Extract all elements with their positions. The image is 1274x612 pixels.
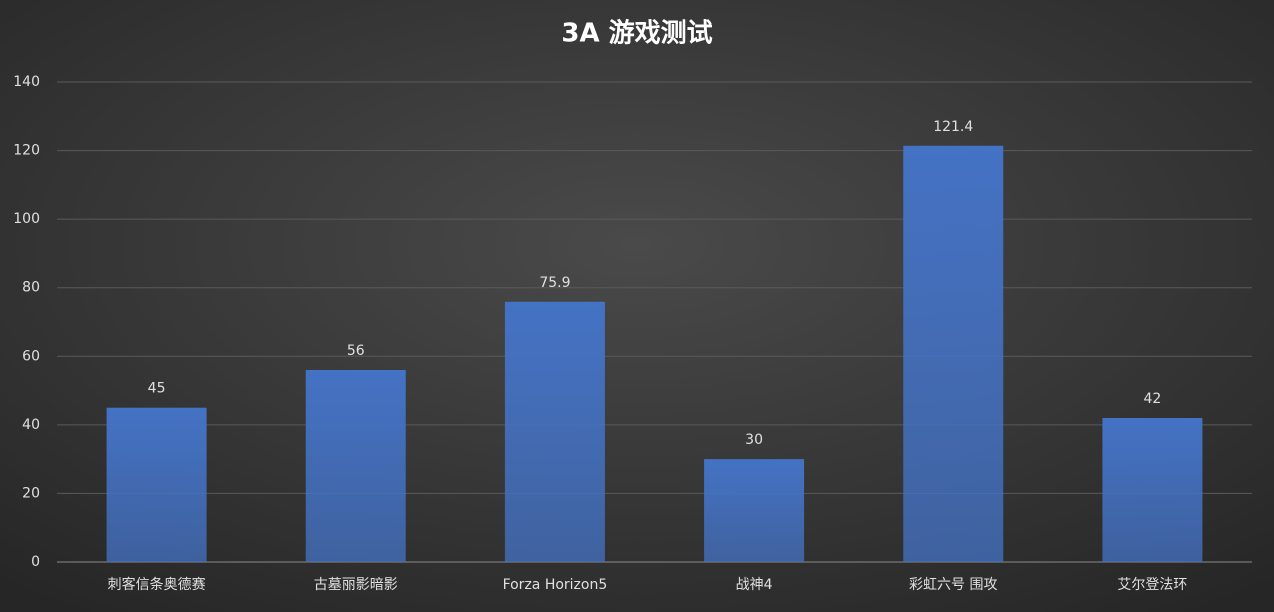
y-tick-label: 60 [22,348,40,364]
bar [106,407,207,562]
y-tick-label: 140 [13,74,40,90]
data-label: 45 [148,381,166,397]
y-tick-label: 20 [22,485,40,501]
data-label: 121.4 [933,119,973,135]
y-tick-label: 80 [22,280,40,296]
data-label: 56 [347,343,365,359]
x-tick-label: 彩虹六号 围攻 [909,577,997,593]
bar [504,301,605,562]
x-tick-label: 艾尔登法环 [1117,577,1187,593]
bar [704,459,805,562]
x-tick-label: 古墓丽影暗影 [314,577,398,593]
y-tick-label: 0 [31,554,40,570]
y-tick-label: 40 [22,417,40,433]
x-tick-label: 刺客信条奥德赛 [108,576,206,593]
data-label: 75.9 [539,275,570,291]
y-tick-label: 120 [13,143,40,159]
data-label: 30 [745,432,763,448]
bar [305,370,406,562]
x-tick-label: 战神4 [736,577,773,593]
data-label: 42 [1144,391,1162,407]
x-tick-label: Forza Horizon5 [503,577,608,593]
bar [903,145,1004,562]
y-tick-label: 100 [13,211,40,227]
chart-title: 3A 游戏测试 [561,19,712,49]
bar [1102,418,1203,562]
